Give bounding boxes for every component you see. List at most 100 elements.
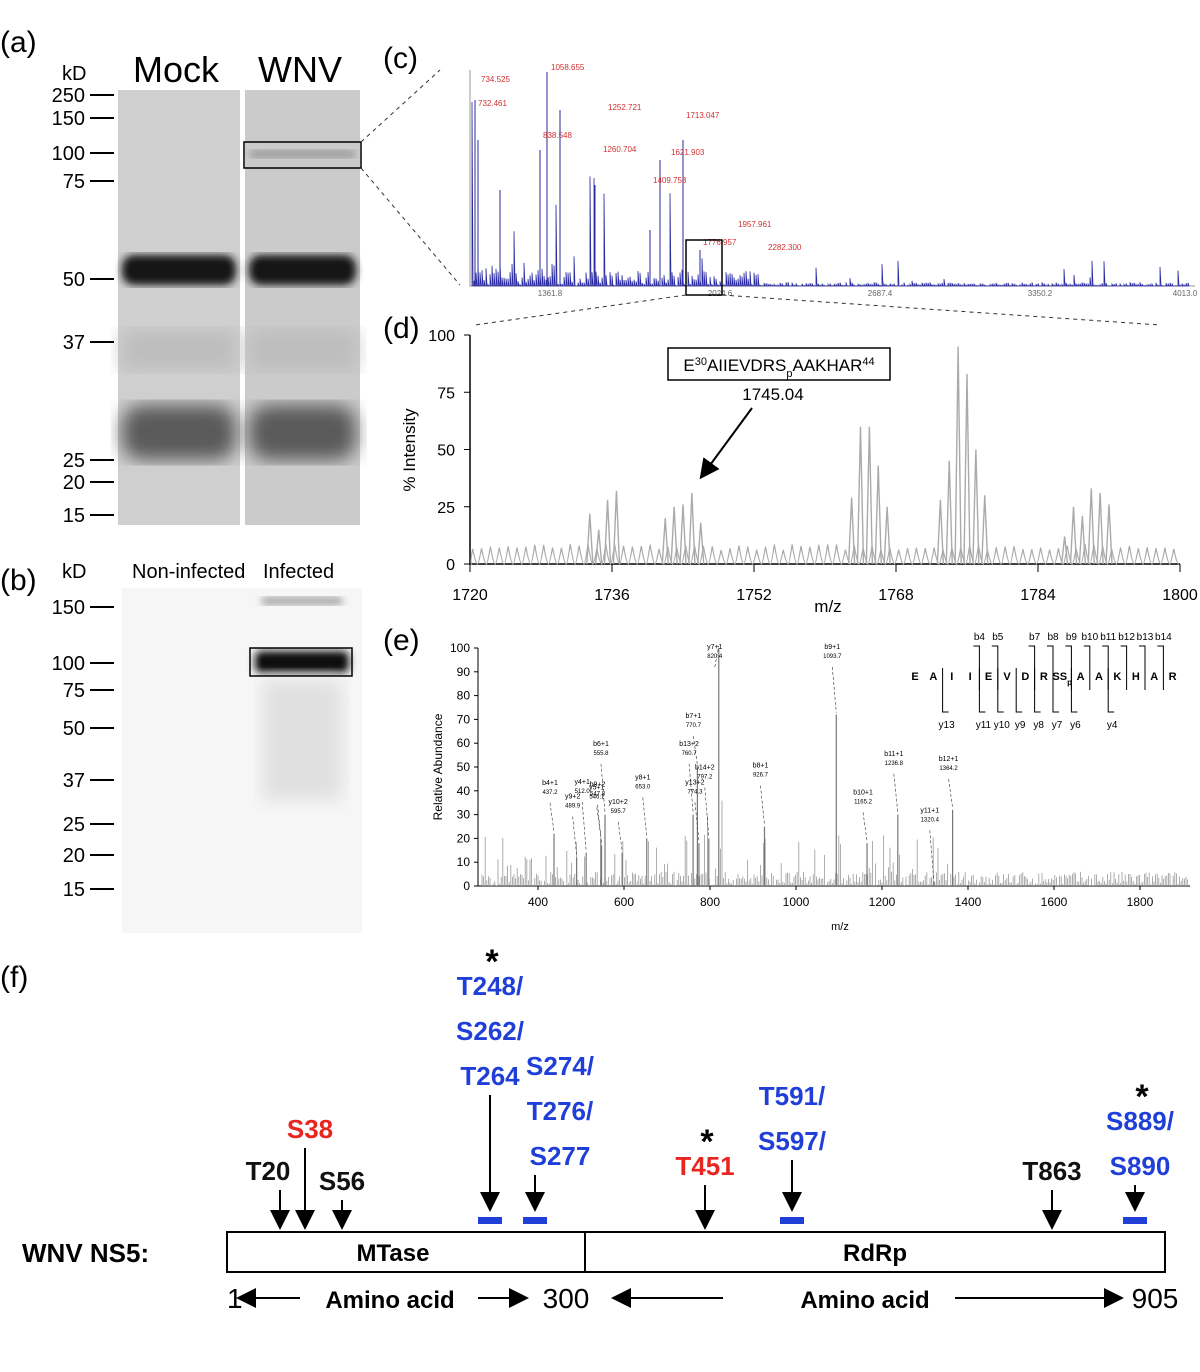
- panel-label: (f): [0, 961, 28, 994]
- peak: [688, 492, 696, 565]
- ion-name: y10+2: [609, 799, 628, 806]
- protein-label: WNV NS5:: [22, 1238, 149, 1268]
- panel-label: (a): [0, 26, 37, 59]
- panel-label: (e): [383, 624, 420, 657]
- peak-label: 1409.753: [653, 176, 687, 185]
- residue: I: [950, 671, 953, 683]
- y-tick-label: 50: [437, 443, 455, 460]
- x-tick-label: 1600: [1041, 895, 1068, 909]
- site-label: T248/: [457, 971, 524, 1001]
- peak: [945, 460, 953, 565]
- annotation-box: [667, 347, 891, 381]
- peak-label: 1058.655: [551, 63, 585, 72]
- marker-label: 25: [63, 450, 85, 472]
- zoom-line: [360, 167, 461, 286]
- fragment-bracket: [1157, 645, 1164, 690]
- y-ion-label: y13: [939, 720, 956, 731]
- x-tick-label: 1361.8: [538, 289, 563, 298]
- lane-label: WNV: [258, 49, 342, 90]
- site-bar: [1123, 1217, 1147, 1224]
- leader: [929, 830, 935, 880]
- marker-label: 15: [63, 879, 85, 901]
- ion-mz: 926.7: [753, 773, 769, 779]
- leader: [600, 763, 606, 813]
- zoom-line: [360, 69, 441, 143]
- x-tick-label: 4013.0: [1173, 289, 1198, 298]
- marker-label: 50: [63, 718, 85, 740]
- x-tick-label: 400: [528, 895, 548, 909]
- fragment-bracket: [1028, 645, 1036, 690]
- peak-label: 732.461: [478, 99, 507, 108]
- fragment-bracket: [1070, 668, 1078, 713]
- domain-box: [584, 1231, 1166, 1273]
- ion-name: b12+1: [939, 756, 959, 763]
- residue: SSp: [1052, 671, 1072, 687]
- marker-label: 20: [63, 472, 85, 494]
- b-ion-label: b9: [1066, 632, 1078, 643]
- residue: A: [1095, 671, 1103, 683]
- y-ion-label: y11: [976, 720, 992, 731]
- peptide-part: AAKHAR: [792, 356, 862, 375]
- x-tick-label: 2024.6: [708, 289, 733, 298]
- asterisk: *: [485, 943, 499, 981]
- ion-mz: 820.4: [707, 654, 723, 660]
- lane-label: Non-infected: [132, 561, 245, 583]
- marker-label: 50: [63, 269, 85, 291]
- peak: [936, 499, 945, 565]
- ion-name: b7+1: [686, 713, 702, 720]
- ion-name: b10+1: [853, 789, 873, 796]
- ion-mz: 1165.2: [854, 799, 873, 805]
- peak: [1078, 515, 1087, 565]
- site-label: T591/: [759, 1081, 826, 1111]
- y-ion-label: y8: [1033, 720, 1044, 731]
- marker-label: 37: [63, 770, 85, 792]
- band: [122, 330, 236, 370]
- peak: [981, 495, 989, 565]
- x-tick-label: 1800: [1127, 895, 1154, 909]
- ion-name: b13+2: [679, 741, 699, 748]
- site-label: S597/: [758, 1126, 826, 1156]
- y-axis-label: Relative Abundance: [431, 713, 445, 820]
- ion-name: b14+2: [695, 765, 715, 772]
- site-label: T863: [1022, 1156, 1081, 1186]
- ion-mz: 437.2: [542, 790, 558, 796]
- site-bar: [523, 1217, 547, 1224]
- y-tick-label: 30: [457, 808, 471, 822]
- peak: [865, 426, 874, 565]
- ion-mz: 1364.2: [939, 766, 958, 772]
- residue: R: [1040, 671, 1048, 683]
- ion-mz: 512.0: [575, 789, 591, 795]
- x-tick-label: 1736: [594, 587, 630, 604]
- leader: [893, 773, 899, 813]
- peak: [874, 465, 882, 565]
- ion-mz: 595.7: [611, 809, 627, 815]
- b-ion-label: b12: [1118, 632, 1135, 643]
- y-axis-label: % Intensity: [400, 408, 419, 492]
- fragment-bracket: [1015, 668, 1023, 713]
- b-ion-label: b5: [992, 632, 1004, 643]
- x-tick-label: 3350.2: [1028, 289, 1053, 298]
- leader: [581, 801, 587, 851]
- ion-name: y7+1: [707, 644, 722, 651]
- fragment-bracket: [991, 645, 999, 690]
- ion-mz: 555.8: [593, 751, 609, 757]
- ion-mz: 653.0: [635, 785, 651, 791]
- site-label: S889/: [1106, 1106, 1174, 1136]
- panel-label: (b): [0, 564, 37, 597]
- leader: [617, 821, 623, 851]
- y-tick-label: 0: [446, 557, 455, 574]
- leader: [862, 812, 868, 842]
- site-label: S56: [319, 1166, 365, 1196]
- ion-mz: 770.7: [686, 723, 702, 729]
- fragment-bracket: [978, 668, 986, 713]
- b-ion-label: b13: [1137, 632, 1154, 643]
- ion-name: y9+2: [565, 794, 580, 801]
- axis-label: Amino acid: [325, 1287, 454, 1314]
- peak: [972, 449, 980, 565]
- fragment-bracket: [1102, 645, 1109, 690]
- ion-mz: 760.7: [682, 751, 698, 757]
- peak-label: 734.525: [481, 75, 510, 84]
- panel-label: (d): [383, 312, 420, 345]
- residue: A: [1150, 671, 1158, 683]
- marker-label: 150: [52, 597, 85, 619]
